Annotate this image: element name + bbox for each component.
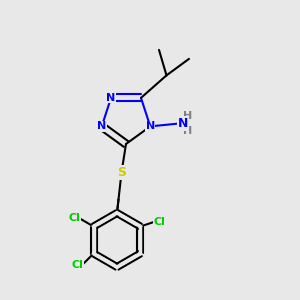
Text: N: N xyxy=(178,117,188,130)
Text: Cl: Cl xyxy=(72,260,83,270)
Text: H: H xyxy=(183,111,192,121)
Text: Cl: Cl xyxy=(154,217,166,226)
Text: N: N xyxy=(146,122,155,131)
Text: N: N xyxy=(106,93,116,103)
Text: Cl: Cl xyxy=(69,213,81,223)
Text: S: S xyxy=(117,166,126,179)
Text: N: N xyxy=(97,122,106,131)
Text: H: H xyxy=(183,126,192,136)
